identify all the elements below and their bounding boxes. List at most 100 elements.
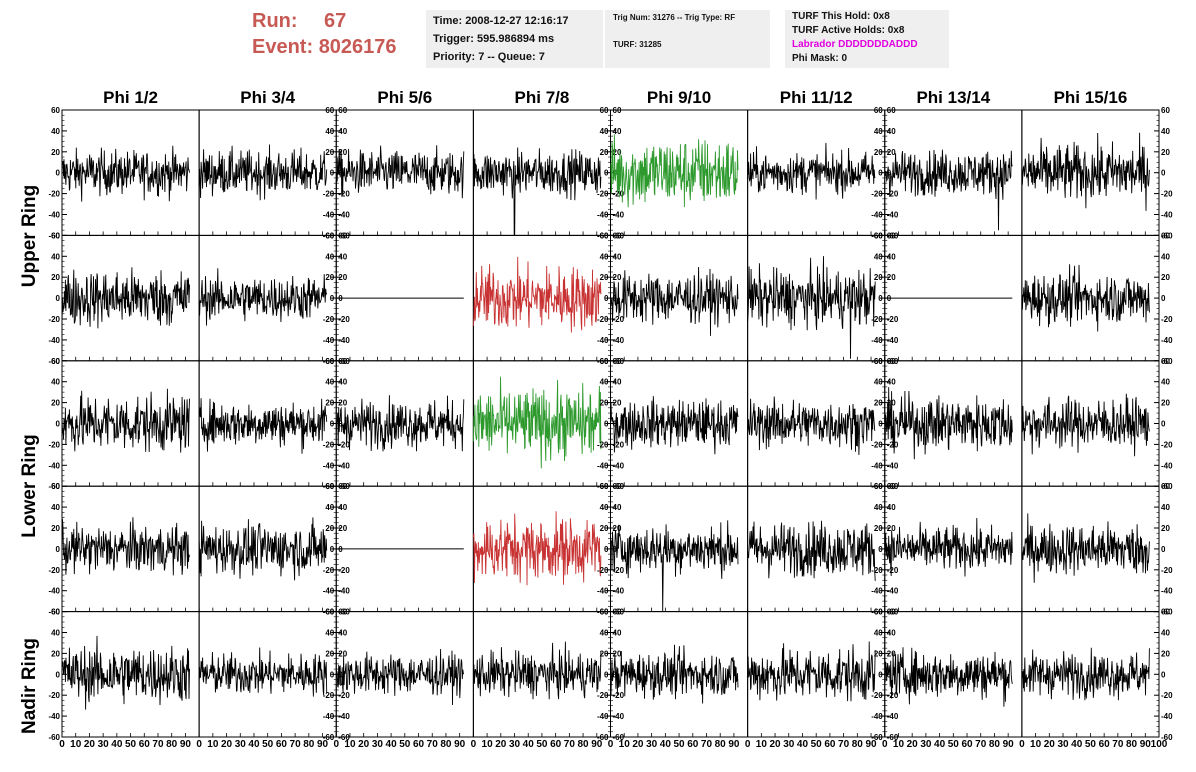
x-tick-label: 10 (482, 739, 494, 750)
y-tick-label: -40 (597, 211, 609, 220)
x-tick-label: 70 (1112, 739, 1124, 750)
waveform-trace (198, 398, 328, 454)
y-tick-label: -60 (613, 733, 625, 742)
x-tick-label: 20 (358, 739, 370, 750)
y-tick-label: 40 (613, 378, 622, 387)
x-tick-label: 10 (619, 739, 631, 750)
y-tick-label: 20 (338, 649, 347, 658)
y-tick-label: 20 (1161, 399, 1170, 408)
y-tick-label: 40 (338, 503, 347, 512)
y-tick-label: 60 (600, 231, 609, 240)
y-tick-label: -40 (871, 336, 883, 345)
waveform-trace (472, 511, 602, 586)
y-tick-label: 60 (325, 482, 334, 491)
y-tick-label: 60 (1161, 482, 1170, 491)
waveform-trace (747, 142, 876, 200)
x-tick-label: 0 (333, 739, 339, 750)
x-tick-label: 100 (1151, 739, 1168, 750)
y-tick-label: -40 (48, 461, 60, 470)
priority-line: Priority: 7 -- Queue: 7 (433, 51, 545, 63)
y-tick-label: 0 (330, 545, 335, 554)
y-tick-label: 0 (1161, 294, 1166, 303)
y-tick-label: 20 (338, 273, 347, 282)
turf-status-box: TURF This Hold: 0x8 TURF Active Holds: 0… (785, 10, 949, 68)
y-tick-label: -60 (871, 733, 883, 742)
y-tick-label: 40 (338, 127, 347, 136)
y-tick-label: 40 (325, 503, 334, 512)
y-tick-label: -20 (48, 190, 60, 199)
y-tick-label: -40 (323, 587, 335, 596)
column-header: Phi 1/2 (103, 88, 158, 107)
x-tick-label: 60 (550, 739, 562, 750)
waveform-trace (472, 256, 602, 333)
x-tick-label: 10 (756, 739, 768, 750)
y-tick-label: 20 (600, 273, 609, 282)
trigger-line: Trigger: 595.986894 ms (433, 33, 555, 45)
x-tick-label: 80 (303, 739, 315, 750)
y-tick-label: -40 (613, 336, 625, 345)
x-tick-label: 50 (536, 739, 548, 750)
waveform-trace (335, 648, 465, 706)
y-tick-label: -20 (323, 190, 335, 199)
y-tick-label: 40 (613, 629, 622, 638)
y-tick-label: -60 (48, 608, 60, 617)
y-tick-label: 0 (56, 420, 61, 429)
y-tick-label: 60 (51, 357, 60, 366)
x-tick-label: 70 (701, 739, 713, 750)
y-tick-label: -20 (871, 315, 883, 324)
x-tick-label: 40 (523, 739, 535, 750)
y-tick-label: 20 (338, 399, 347, 408)
y-tick-label: 0 (1161, 670, 1166, 679)
y-tick-label: 40 (874, 378, 883, 387)
x-tick-label: 50 (948, 739, 960, 750)
y-tick-label: -40 (323, 336, 335, 345)
y-tick-label: 0 (878, 420, 883, 429)
y-tick-label: 40 (613, 503, 622, 512)
y-tick-label: -40 (48, 336, 60, 345)
y-tick-label: 60 (1161, 106, 1170, 115)
x-tick-label: 60 (139, 739, 151, 750)
y-tick-label: 20 (1161, 273, 1170, 282)
y-tick-label: -40 (597, 336, 609, 345)
y-tick-label: 40 (887, 252, 896, 261)
y-tick-label: -20 (613, 566, 625, 575)
x-tick-label: 80 (440, 739, 452, 750)
y-tick-label: -40 (871, 712, 883, 721)
x-tick-label: 20 (84, 739, 96, 750)
y-tick-label: -20 (338, 440, 350, 449)
x-tick-label: 0 (882, 739, 888, 750)
y-tick-label: 60 (874, 357, 883, 366)
y-tick-label: 40 (51, 378, 60, 387)
x-tick-label: 50 (811, 739, 823, 750)
y-tick-label: -20 (871, 190, 883, 199)
x-tick-label: 60 (687, 739, 699, 750)
waveform-trace (472, 641, 602, 700)
y-tick-label: -40 (48, 587, 60, 596)
x-tick-label: 10 (207, 739, 219, 750)
x-tick-label: 30 (509, 739, 521, 750)
y-tick-label: 20 (874, 649, 883, 658)
turf-hold-line: TURF This Hold: 0x8 (792, 11, 890, 22)
x-tick-label: 40 (660, 739, 672, 750)
waveform-trace (198, 268, 328, 326)
y-tick-label: -20 (597, 566, 609, 575)
y-tick-label: 20 (874, 399, 883, 408)
y-tick-label: -20 (48, 440, 60, 449)
waveform-trace (472, 147, 602, 236)
y-tick-label: 40 (325, 252, 334, 261)
y-tick-label: 60 (51, 231, 60, 240)
waveform-trace (610, 520, 739, 612)
y-tick-label: 60 (887, 106, 896, 115)
waveform-trace (1021, 513, 1150, 583)
waveform-trace (747, 641, 876, 702)
y-tick-label: 60 (325, 106, 334, 115)
y-tick-label: -60 (1161, 357, 1173, 366)
y-tick-label: 60 (51, 608, 60, 617)
waveform-trace (610, 396, 739, 455)
y-tick-label: -40 (597, 712, 609, 721)
column-header: Phi 7/8 (514, 88, 570, 107)
waveform-trace (884, 517, 1013, 577)
waveform-trace (198, 517, 328, 581)
y-tick-label: -20 (613, 315, 625, 324)
y-tick-label: -20 (887, 315, 899, 324)
